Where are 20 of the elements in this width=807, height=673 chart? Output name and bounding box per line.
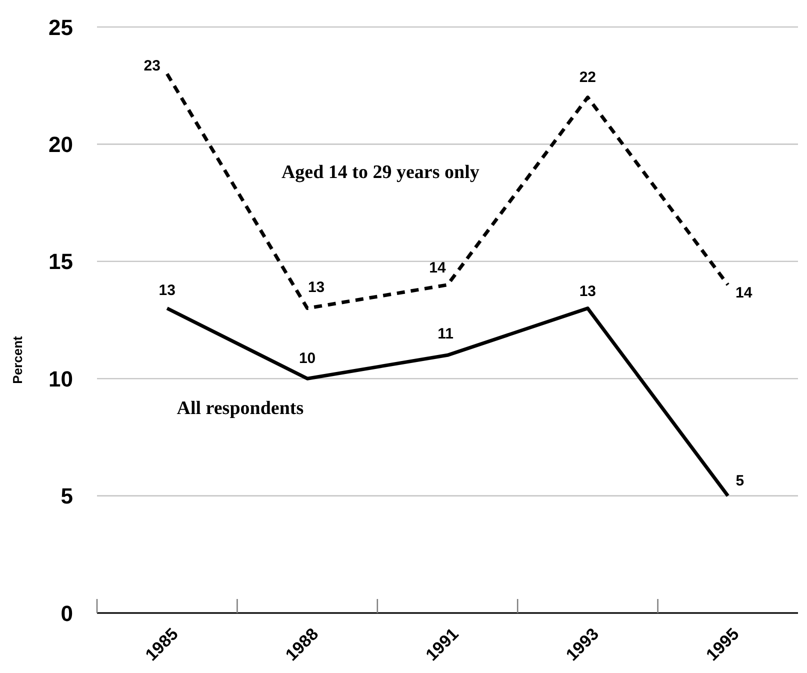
y-axis-title: Percent (10, 335, 25, 384)
data-label: 13 (308, 278, 325, 296)
data-label: 5 (736, 472, 744, 490)
data-label: 23 (144, 57, 160, 74)
data-label: 14 (736, 284, 753, 302)
data-label: 14 (429, 259, 446, 276)
series-label: Aged 14 to 29 years only (281, 162, 480, 184)
y-tick-label: 0 (60, 600, 73, 626)
line-series (165, 306, 730, 498)
y-tick-label: 20 (48, 132, 73, 158)
data-label: 11 (438, 326, 454, 343)
data-label: 10 (298, 350, 316, 368)
y-tick-label: 10 (48, 366, 73, 392)
data-label: 13 (158, 282, 176, 299)
y-tick-label: 5 (60, 484, 73, 509)
data-label: 13 (579, 282, 596, 300)
data-label: 22 (579, 68, 596, 86)
y-tick-label: 25 (48, 14, 73, 40)
series-label: All respondents (176, 398, 304, 419)
y-tick-label: 15 (48, 249, 73, 274)
